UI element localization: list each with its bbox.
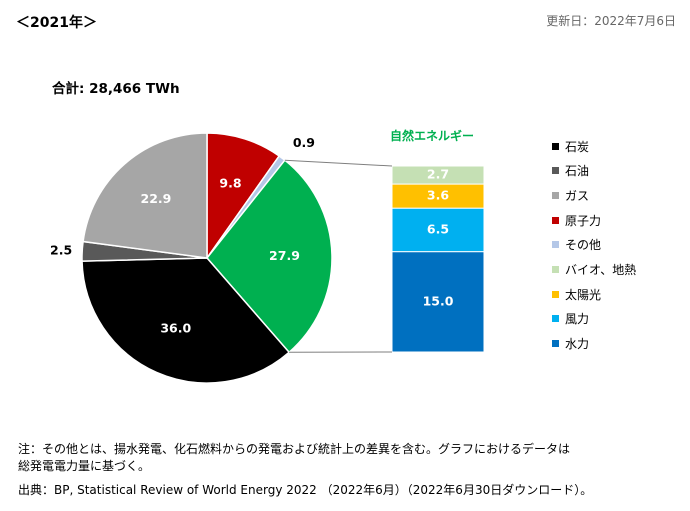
legend-label: ガス <box>565 188 590 203</box>
legend-swatch <box>552 290 559 298</box>
pie-slice-nuclear <box>206 132 281 261</box>
legend-label: 水力 <box>565 337 590 352</box>
legend-item: ガス <box>552 187 589 203</box>
pie-slice-coal <box>81 257 291 384</box>
legend-item: 石炭 <box>552 138 589 154</box>
bar-title: 自然エネルギー <box>390 128 474 143</box>
bar-segment-solar <box>391 183 485 209</box>
pie-label-coal: 36.0 <box>160 320 191 335</box>
legend-label: バイオ、地熱 <box>565 263 637 277</box>
bar-label-bio-geothermal: 2.7 <box>427 167 449 182</box>
bar-segment-wind <box>391 207 485 253</box>
legend-swatch <box>552 142 559 150</box>
pie-label-gas: 22.9 <box>141 191 172 206</box>
legend-item: 石油 <box>552 163 589 179</box>
legend-swatch <box>552 167 559 175</box>
legend-label: 石油 <box>565 164 590 179</box>
legend-label: その他 <box>565 238 602 253</box>
updated-date: 更新日：2022年7月6日 <box>546 14 676 28</box>
legend-item: 原子力 <box>552 212 601 228</box>
bar-segment-bio-geothermal <box>391 165 485 185</box>
pie-label-oil: 2.5 <box>50 242 72 257</box>
legend-swatch <box>552 266 559 273</box>
note-line-2: 総発電電力量に基づく。 <box>18 459 151 473</box>
bar-segment-hydro <box>391 251 485 353</box>
source-note: 出典：BP, Statistical Review of World Energ… <box>18 483 593 497</box>
legend-item: 風力 <box>552 311 589 327</box>
total-generation: 合計: 28,466 TWh <box>52 81 180 97</box>
bar-label-hydro: 15.0 <box>423 293 454 308</box>
legend-item: 水力 <box>552 336 589 352</box>
legend-swatch <box>552 241 559 249</box>
note-line-1: 注：その他とは、揚水発電、化石燃料からの発電および統計上の差異を含む。グラフにお… <box>18 442 571 456</box>
legend-label: 原子力 <box>565 213 602 228</box>
legend-item: バイオ、地熱 <box>552 262 636 278</box>
legend-swatch <box>552 191 559 199</box>
pie-label-nuclear: 9.8 <box>219 176 241 191</box>
chart-canvas: 9.8 0.9 27.9 36.0 2.5 22.9 15.0 6.5 3.6 2.7 自然エネルギ… <box>50 128 485 384</box>
legend-label: 石炭 <box>565 139 590 154</box>
legend-swatch <box>552 315 559 323</box>
connector-top <box>284 159 393 167</box>
legend-item: 太陽光 <box>552 286 601 302</box>
bar-label-solar: 3.6 <box>427 188 449 203</box>
legend-item: その他 <box>552 237 601 253</box>
year-title: ＜2021年＞ <box>16 15 97 31</box>
pie-label-other: 0.9 <box>293 135 315 150</box>
pie-slice-gas <box>82 132 208 259</box>
legend-swatch <box>552 216 559 224</box>
pie-label-renewable: 27.9 <box>269 248 300 263</box>
legend-swatch <box>552 340 559 348</box>
pie-slice-renewable <box>206 159 333 354</box>
legend-label: 太陽光 <box>565 287 602 302</box>
legend-label: 風力 <box>565 312 590 327</box>
bar-label-wind: 6.5 <box>427 221 449 236</box>
